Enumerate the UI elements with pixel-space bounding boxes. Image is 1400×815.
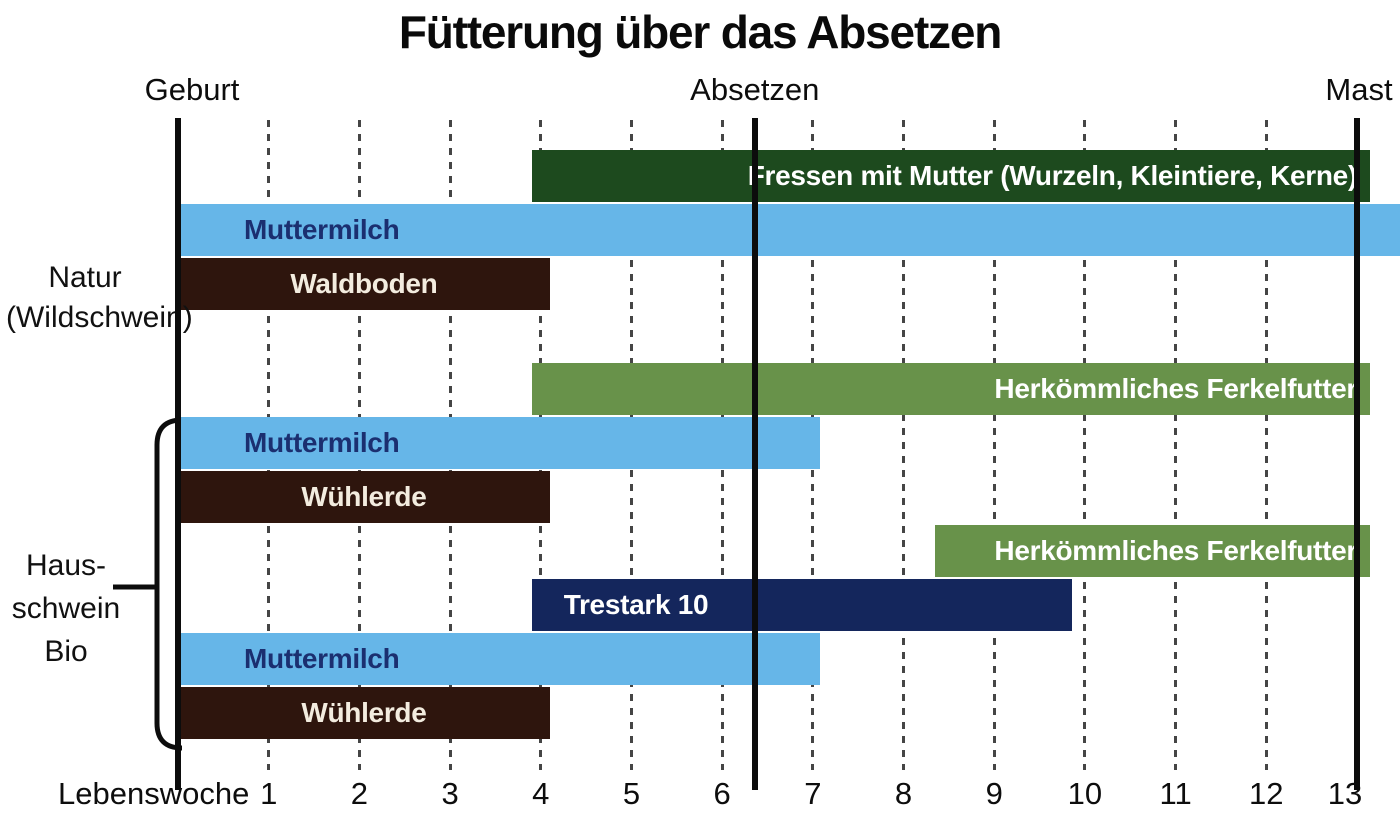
bar-waldboden-row2: Waldboden bbox=[178, 258, 550, 310]
group-label-line: Haus- bbox=[25, 549, 107, 582]
gridline-week-8 bbox=[902, 120, 906, 770]
week-tick-10: 10 bbox=[1067, 776, 1103, 811]
milestone-label-mast: Mast bbox=[1325, 72, 1393, 107]
week-tick-5: 5 bbox=[622, 776, 641, 811]
week-tick-3: 3 bbox=[441, 776, 459, 811]
bar-label: Muttermilch bbox=[244, 643, 400, 674]
gridline-week-11 bbox=[1174, 120, 1178, 770]
bar-label: Wühlerde bbox=[301, 697, 427, 728]
week-tick-13: 13 bbox=[1327, 776, 1363, 811]
milestone-line-geburt bbox=[175, 118, 181, 790]
bar-herkommliches-ferkelfutter-row7: Herkömmliches Ferkelfutter bbox=[935, 525, 1370, 577]
milestone-label-absetzen: Absetzen bbox=[690, 72, 820, 107]
group-label-line: Bio bbox=[44, 635, 88, 668]
week-tick-2: 2 bbox=[350, 776, 368, 811]
plot-area: Fressen mit Mutter (Wurzeln, Kleintiere,… bbox=[175, 118, 1400, 790]
milestone-label-geburt: Geburt bbox=[144, 72, 240, 107]
group-label-natur-wildschwein: Natur (Wildschwein) bbox=[6, 258, 193, 338]
week-tick-8: 8 bbox=[894, 776, 913, 811]
week-tick-9: 9 bbox=[985, 776, 1003, 811]
gridline-week-12 bbox=[1264, 120, 1268, 770]
bar-label: Muttermilch bbox=[244, 427, 400, 458]
group-bracket bbox=[113, 417, 183, 751]
group-label-line: (Wildschwein) bbox=[6, 301, 193, 334]
bar-label: Muttermilch bbox=[244, 214, 400, 245]
bar-label: Herkömmliches Ferkelfutter bbox=[994, 535, 1357, 566]
bar-trestark-10-row8: Trestark 10 bbox=[531, 579, 1072, 631]
week-tick-4: 4 bbox=[532, 776, 550, 811]
bar-fressen-mit-mutter-wurzeln-kleintiere-kerne-row0: Fressen mit Mutter (Wurzeln, Kleintiere,… bbox=[531, 150, 1370, 202]
group-label-line: Natur bbox=[48, 261, 122, 294]
week-tick-11: 11 bbox=[1159, 776, 1192, 811]
gridline-week-9 bbox=[992, 120, 996, 770]
bar-muttermilch-row9: Muttermilch bbox=[178, 633, 820, 685]
bar-wuhlerde-row6: Wühlerde bbox=[178, 471, 550, 523]
x-axis-label: Lebenswoche bbox=[58, 776, 250, 811]
bar-herkommliches-ferkelfutter-row4: Herkömmliches Ferkelfutter bbox=[531, 363, 1370, 415]
week-tick-12: 12 bbox=[1249, 776, 1284, 811]
group-label-line: schwein bbox=[11, 592, 121, 625]
milestone-labels: Geburt Absetzen Mast bbox=[0, 72, 1400, 112]
bar-label: Waldboden bbox=[290, 268, 438, 299]
bar-muttermilch-row1: Muttermilch bbox=[178, 204, 1400, 256]
chart-title: Fütterung über das Absetzen bbox=[398, 6, 1002, 58]
x-axis: Lebenswoche 1 2 3 4 5 6 7 8 9 10 11 12 13 bbox=[0, 774, 1400, 814]
milestone-line-absetzen bbox=[751, 118, 758, 790]
bar-label: Trestark 10 bbox=[563, 589, 709, 620]
gridline-week-10 bbox=[1083, 120, 1087, 770]
bar-label: Herkömmliches Ferkelfutter bbox=[994, 373, 1357, 404]
week-tick-6: 6 bbox=[713, 776, 731, 811]
milestone-line-mast bbox=[1354, 118, 1360, 790]
week-tick-1: 1 bbox=[260, 776, 278, 811]
bar-muttermilch-row5: Muttermilch bbox=[178, 417, 820, 469]
bar-wuhlerde-row10: Wühlerde bbox=[178, 687, 550, 739]
bar-label: Fressen mit Mutter (Wurzeln, Kleintiere,… bbox=[747, 160, 1358, 191]
group-label-hausschwein-bio: Haus-schwein Bio bbox=[0, 544, 132, 673]
bar-label: Wühlerde bbox=[301, 481, 427, 512]
week-tick-7: 7 bbox=[804, 776, 822, 811]
